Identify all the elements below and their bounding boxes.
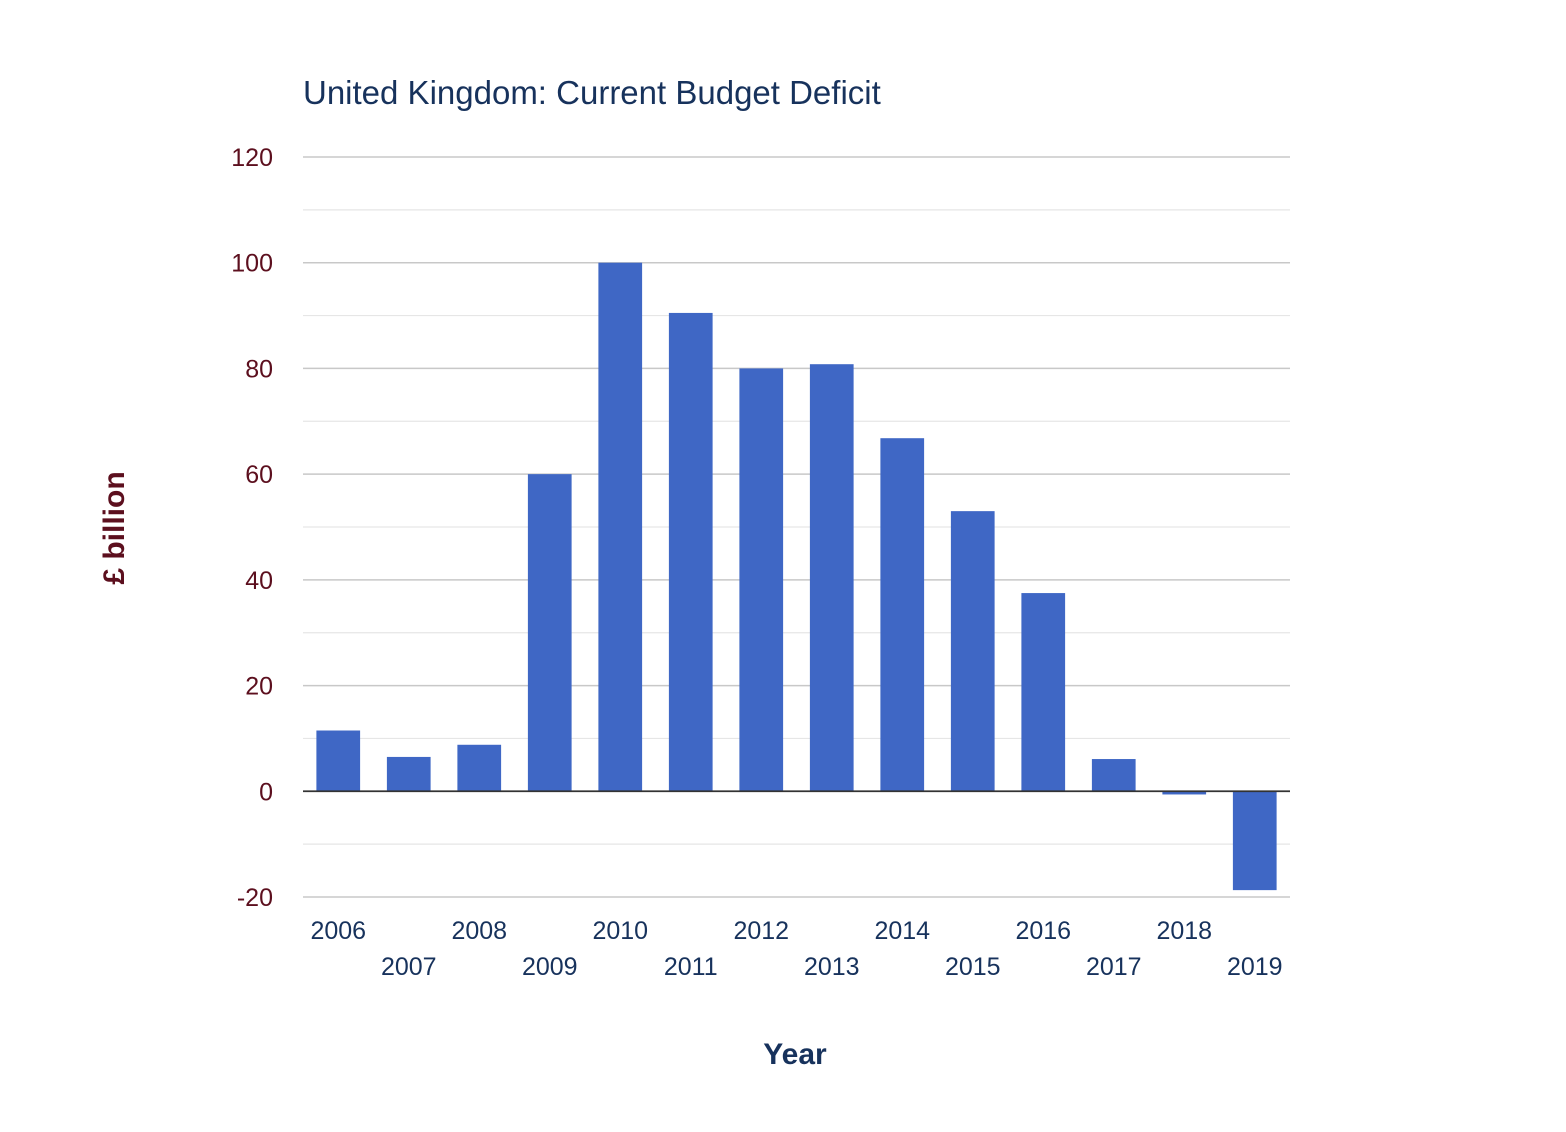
- x-axis-label: Year: [763, 1038, 827, 1071]
- bar-2009: [527, 474, 572, 792]
- bar-2016: [1021, 593, 1066, 792]
- y-axis-label: £ billion: [98, 471, 131, 584]
- x-tick-label: 2017: [1086, 953, 1142, 981]
- x-tick-label: 2012: [733, 917, 789, 945]
- bar-2014: [880, 438, 925, 792]
- y-tick-label: 120: [231, 144, 273, 172]
- gridlines: [303, 156, 1290, 898]
- y-tick-label: 100: [231, 250, 273, 278]
- bar-2007: [386, 756, 431, 792]
- x-tick-label: 2006: [310, 917, 366, 945]
- bar-2012: [739, 368, 784, 792]
- y-axis-ticks: -20 0 20 40 60 80 100 120: [231, 144, 273, 912]
- x-tick-label: 2009: [522, 953, 578, 981]
- x-tick-label: 2008: [451, 917, 507, 945]
- bar-2017: [1091, 759, 1136, 792]
- chart-title: United Kingdom: Current Budget Deficit: [303, 74, 881, 111]
- y-tick-label: 40: [245, 567, 273, 595]
- bar-2019: [1232, 791, 1277, 891]
- bar-2008: [457, 744, 502, 792]
- y-tick-label: 60: [245, 461, 273, 489]
- y-tick-label: 80: [245, 355, 273, 383]
- x-tick-label: 2010: [592, 917, 648, 945]
- y-tick-label: 0: [259, 778, 273, 806]
- bar-2011: [668, 312, 713, 792]
- x-tick-label: 2007: [381, 953, 437, 981]
- x-tick-label: 2019: [1227, 953, 1283, 981]
- bar-2006: [316, 730, 361, 792]
- x-tick-label: 2015: [945, 953, 1001, 981]
- x-tick-label: 2011: [664, 953, 718, 981]
- x-tick-label: 2018: [1156, 917, 1212, 945]
- x-tick-label: 2014: [874, 917, 930, 945]
- bar-2018: [1162, 791, 1207, 795]
- bar-2015: [950, 511, 995, 792]
- x-tick-label: 2016: [1015, 917, 1071, 945]
- x-axis-ticks: 2006 2007 2008 2009 2010 2011 2012 2013 2014 2015…: [310, 917, 1282, 981]
- y-tick-label: 20: [245, 673, 273, 701]
- x-tick-label: 2013: [804, 953, 860, 981]
- bar-2010: [598, 262, 643, 792]
- bars: [316, 262, 1277, 891]
- bar-2013: [809, 364, 854, 792]
- y-tick-label: -20: [237, 884, 273, 912]
